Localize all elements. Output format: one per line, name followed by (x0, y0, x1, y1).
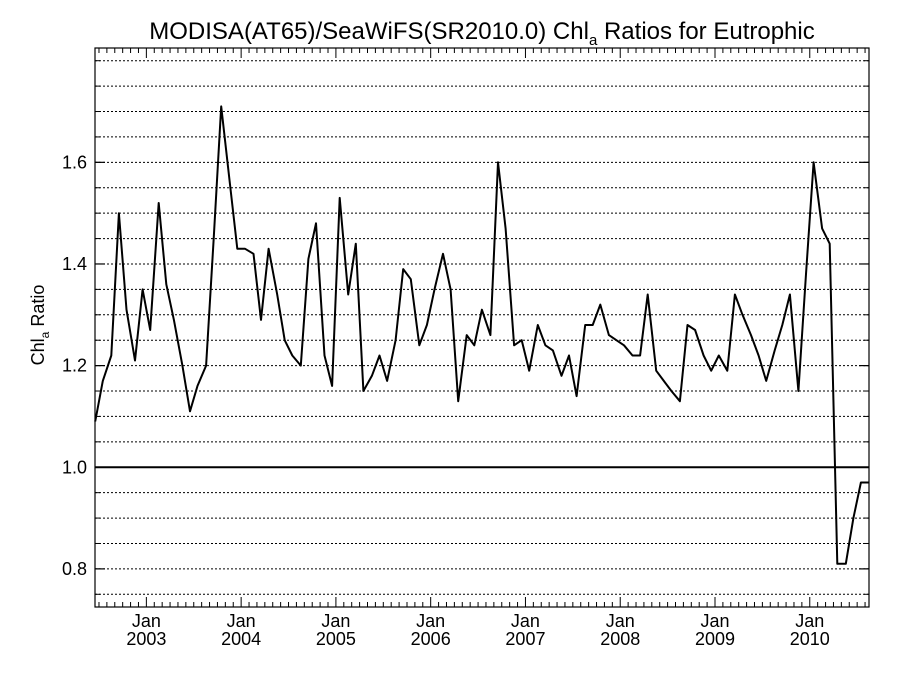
chart-title: MODISA(AT65)/SeaWiFS(SR2010.0) Chla Rati… (149, 18, 814, 49)
y-tick-label: 1.4 (62, 254, 87, 274)
x-tick-label-month: Jan (321, 611, 350, 631)
chart-title-subscript: a (589, 32, 598, 49)
x-tick-label-month: Jan (416, 611, 445, 631)
series-layer (94, 105, 870, 565)
plot-area-frame (94, 47, 870, 608)
y-tick-label: 1.6 (62, 152, 87, 172)
x-tick-label-year: 2008 (600, 629, 640, 649)
y-axis-ticks: 0.8 1.0 1.2 1.4 1.6 (62, 60, 869, 595)
y-tick-label: 0.8 (62, 559, 87, 579)
x-tick-label-month: Jan (511, 611, 540, 631)
grid-lines (95, 60, 869, 595)
y-axis-label-subscript: a (38, 331, 52, 338)
x-axis-ticks: Jan2003Jan2004Jan2005Jan2006Jan2007Jan20… (98, 48, 866, 649)
x-tick-label-year: 2006 (411, 629, 451, 649)
y-tick-label: 1.0 (62, 457, 87, 477)
x-tick-label-month: Jan (700, 611, 729, 631)
x-tick-label-year: 2010 (790, 629, 830, 649)
series-line (94, 105, 870, 565)
y-axis-label: Chla Ratio (28, 285, 52, 366)
x-tick-label-year: 2004 (221, 629, 261, 649)
y-tick-label: 1.2 (62, 356, 87, 376)
x-tick-label-month: Jan (132, 611, 161, 631)
x-tick-label-year: 2009 (695, 629, 735, 649)
x-tick-label-month: Jan (795, 611, 824, 631)
x-tick-label-month: Jan (227, 611, 256, 631)
x-tick-label-year: 2005 (316, 629, 356, 649)
x-tick-label-month: Jan (606, 611, 635, 631)
x-tick-label-year: 2007 (505, 629, 545, 649)
x-tick-label-year: 2003 (126, 629, 166, 649)
